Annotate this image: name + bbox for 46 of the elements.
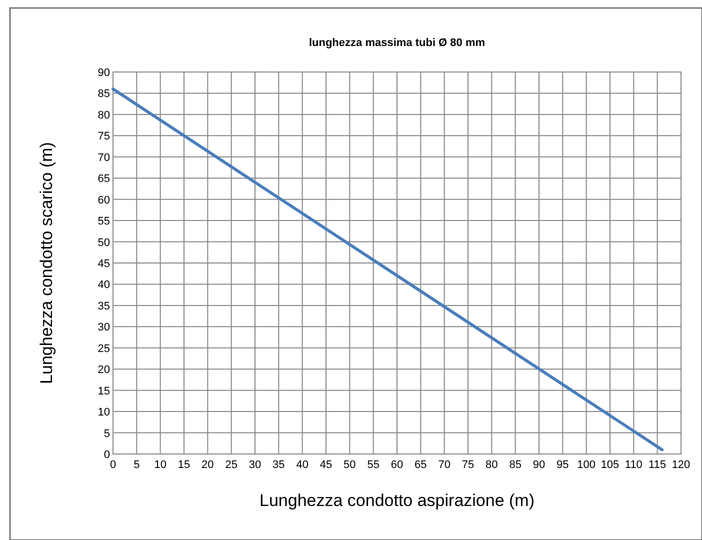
x-tick-label: 30 — [248, 459, 262, 471]
y-tick-label: 35 — [98, 300, 110, 312]
x-tick-label: 15 — [178, 459, 190, 471]
x-tick-label: 110 — [624, 459, 642, 471]
x-tick-label: 5 — [134, 459, 140, 471]
y-tick-label: 80 — [98, 109, 110, 122]
y-tick-label: 25 — [98, 342, 110, 355]
x-tick-label: 80 — [486, 459, 498, 471]
y-tick-label: 10 — [98, 406, 110, 419]
y-tick-label: 5 — [104, 428, 110, 440]
x-tick-label: 35 — [272, 459, 285, 471]
y-axis-title: Lunghezza condotto scarico (m) — [37, 142, 56, 384]
x-tick-label: 105 — [600, 459, 620, 471]
x-tick-label: 90 — [532, 459, 546, 471]
x-tick-label: 95 — [556, 459, 569, 471]
x-tick-label: 50 — [344, 459, 356, 471]
x-tick-label: 45 — [320, 459, 332, 471]
y-tick-label: 70 — [98, 152, 110, 164]
y-tick-label: 85 — [98, 88, 110, 100]
y-tick-label: 65 — [98, 173, 110, 186]
x-tick-label: 120 — [672, 459, 690, 471]
y-tick-label: 60 — [98, 194, 110, 206]
y-tick-label: 15 — [98, 385, 110, 398]
chart-subtitle: lunghezza massima tubi Ø 80 mm — [308, 37, 486, 49]
x-axis-title: Lunghezza condotto aspirazione (m) — [260, 491, 534, 510]
y-tick-label: 55 — [98, 216, 110, 228]
y-tick-label: 0 — [104, 449, 110, 461]
x-tick-label: 40 — [296, 459, 308, 471]
x-tick-label: 115 — [648, 459, 666, 471]
y-tick-label: 90 — [98, 67, 110, 79]
x-tick-label: 85 — [509, 459, 522, 471]
x-tick-label: 20 — [202, 459, 214, 471]
x-tick-label: 75 — [462, 459, 474, 471]
x-tick-label: 70 — [438, 459, 450, 471]
y-tick-label: 40 — [98, 279, 110, 292]
y-tick-label: 50 — [98, 236, 110, 249]
x-tick-label: 100 — [577, 459, 596, 471]
x-tick-label: 55 — [367, 459, 380, 471]
x-tick-label: 10 — [154, 459, 166, 471]
x-tick-label: 65 — [414, 459, 427, 471]
x-tick-label: 60 — [390, 459, 404, 471]
y-tick-label: 30 — [98, 322, 110, 334]
y-tick-label: 75 — [98, 130, 110, 143]
y-tick-label: 20 — [98, 364, 110, 376]
y-tick-label: 45 — [98, 258, 110, 270]
x-tick-label: 25 — [225, 459, 238, 471]
